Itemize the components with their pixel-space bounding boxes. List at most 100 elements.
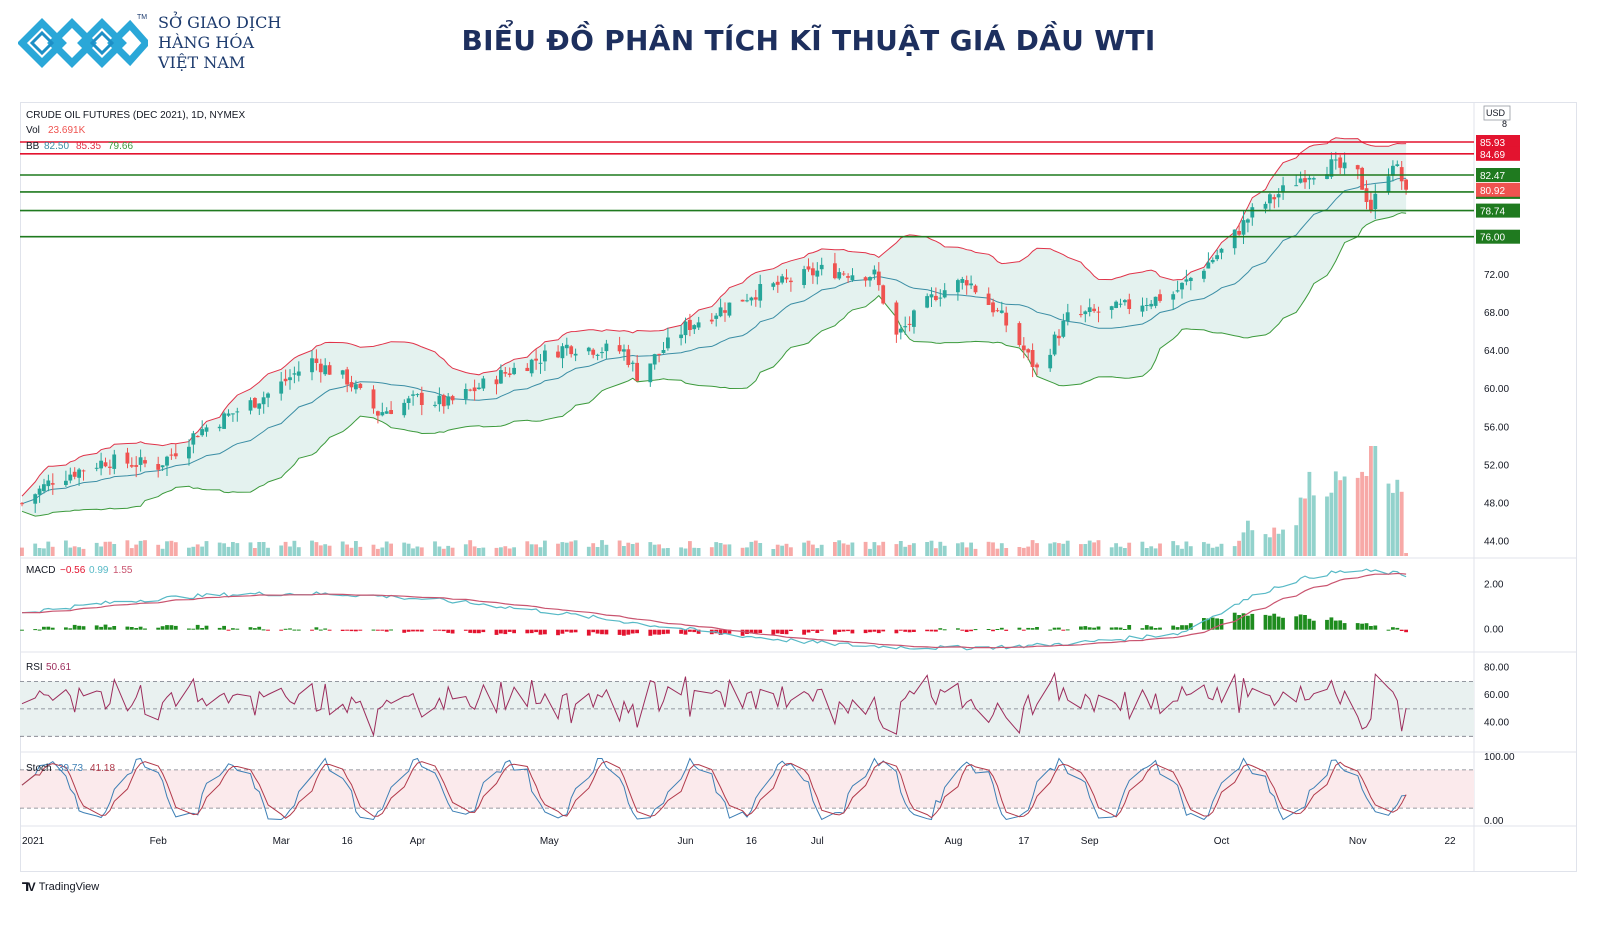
volume-bar: [1329, 492, 1334, 556]
stoch-k-line: [21, 757, 1407, 821]
volume-bar: [1026, 546, 1031, 556]
volume-bar: [1360, 471, 1364, 556]
candle-body: [780, 276, 784, 283]
volume-bar: [811, 544, 815, 556]
last-price-label-bg: [1476, 182, 1520, 197]
macd-histogram-bar: [1395, 627, 1400, 630]
candle-body: [1004, 312, 1009, 326]
volume-bar: [1325, 496, 1329, 556]
logo-line: HÀNG HÓA: [158, 33, 254, 52]
candle-body: [1030, 350, 1035, 367]
tradingview-brand[interactable]: ⅂V TradingView: [22, 880, 99, 894]
candle-body: [635, 362, 639, 381]
candle-body: [345, 369, 349, 385]
volume-bar: [723, 544, 727, 556]
trading-chart[interactable]: 85.9384.6982.4780.7078.7476.0080.92USD87…: [20, 102, 1577, 872]
candle-body: [499, 370, 503, 384]
macd-histogram-bar: [494, 629, 499, 635]
candle-body: [20, 503, 24, 505]
volume-bar: [253, 548, 257, 556]
macd-histogram-bar: [64, 627, 68, 630]
macd-histogram-bar: [310, 629, 314, 631]
candle-body: [288, 377, 292, 381]
candle-body: [1175, 290, 1180, 292]
candle-body: [99, 460, 103, 469]
macd-histogram-bar: [204, 625, 209, 630]
volume-bar: [648, 542, 653, 556]
candle-body: [1250, 207, 1255, 218]
macd-histogram-bar: [1057, 627, 1061, 630]
legend-symbol: CRUDE OIL FUTURES (DEC 2021), 1D, NYMEX: [26, 110, 245, 121]
candle-body: [723, 310, 727, 313]
macd-histogram-bar: [68, 628, 73, 630]
volume-bar: [1021, 547, 1026, 556]
candle-body: [1404, 179, 1408, 190]
candle-body: [1232, 229, 1237, 249]
macd-histogram-bar: [657, 629, 661, 635]
volume-bar: [129, 548, 134, 556]
volume-bar: [222, 543, 226, 556]
candle-body: [81, 470, 86, 472]
volume-bar: [626, 542, 631, 556]
volume-bar: [384, 541, 389, 556]
macd-histogram-bar: [925, 629, 929, 632]
volume-bar: [617, 540, 622, 556]
candle-body: [512, 367, 516, 375]
candle-body: [1246, 219, 1250, 223]
candle-body: [94, 467, 99, 469]
macd-histogram-bar: [727, 629, 732, 634]
macd-histogram-bar: [42, 626, 46, 630]
macd-histogram-bar: [1026, 627, 1031, 630]
candle-body: [564, 344, 569, 349]
volume-bar: [876, 545, 881, 556]
candle-body: [37, 488, 42, 495]
macd-histogram-bar: [354, 629, 358, 632]
macd-histogram-bar: [626, 629, 631, 635]
candle-body: [718, 307, 723, 317]
volume-bar: [143, 540, 147, 556]
volume-bar: [68, 547, 73, 556]
volume-bar: [1210, 547, 1215, 556]
macd-histogram-bar: [1206, 618, 1211, 630]
legend-vol-label: Vol: [26, 125, 40, 136]
macd-histogram-bar: [1114, 627, 1118, 630]
macd-histogram-bar: [472, 629, 477, 634]
candle-body: [626, 349, 631, 365]
candle-body: [868, 277, 872, 281]
macd-histogram-bar: [529, 629, 534, 634]
macd-histogram-bar: [389, 629, 393, 631]
volume-bar: [1232, 546, 1237, 556]
macd-histogram-bar: [881, 629, 886, 632]
macd-histogram-bar: [1294, 616, 1299, 630]
candle-body: [112, 454, 117, 469]
volume-bar: [261, 542, 266, 556]
macd-histogram-bar: [1184, 625, 1189, 630]
macd-histogram-bar: [503, 629, 508, 635]
x-axis-label: 16: [746, 836, 758, 847]
volume-bar: [907, 544, 912, 556]
candle-body: [1311, 178, 1316, 180]
volume-bar: [1004, 548, 1009, 556]
logo-line: SỞ GIAO DỊCH: [158, 13, 282, 32]
volume-bar: [1087, 540, 1092, 556]
volume-bar: [112, 544, 117, 556]
price-tick-label: 68.00: [1484, 308, 1509, 319]
volume-bar: [94, 542, 99, 556]
candle-body: [1065, 312, 1070, 321]
candle-body: [463, 389, 468, 399]
macd-histogram-bar: [1298, 614, 1303, 630]
candle-body: [1303, 178, 1307, 183]
page-title: BIỂU ĐỒ PHÂN TÍCH KĨ THUẬT GIÁ DẦU WTI: [461, 24, 1156, 57]
candle-body: [811, 268, 815, 276]
x-axis-label: Feb: [150, 836, 168, 847]
macd-histogram-bar: [802, 629, 806, 635]
candle-body: [138, 457, 143, 465]
candle-body: [837, 272, 842, 279]
volume-bar: [586, 546, 591, 556]
candle-body: [222, 413, 226, 429]
candle-body: [934, 295, 938, 300]
volume-bar: [595, 547, 600, 556]
candle-body: [323, 365, 328, 375]
candle-body: [846, 276, 850, 278]
candle-body: [679, 334, 683, 339]
